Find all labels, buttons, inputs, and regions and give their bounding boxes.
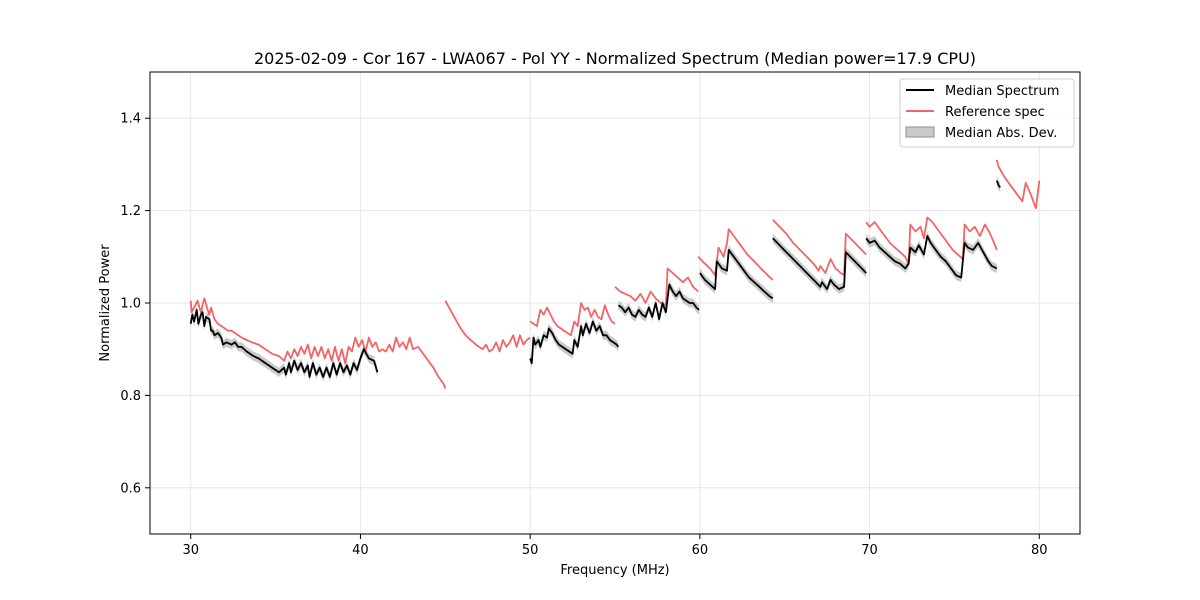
chart-title: 2025-02-09 - Cor 167 - LWA067 - Pol YY -…: [254, 49, 976, 68]
median-spectrum-line: [772, 237, 867, 290]
mad-band: [772, 233, 867, 294]
y-tick-label: 1.4: [120, 112, 141, 127]
legend-mad-label: Median Abs. Dev.: [945, 126, 1057, 141]
mad-band: [699, 245, 773, 303]
reference-spectrum-line: [529, 302, 616, 337]
mad-band: [618, 279, 699, 324]
median-spectrum-line: [617, 283, 700, 321]
legend-reference-label: Reference spec: [945, 105, 1045, 120]
reference-spectrum-line: [614, 267, 699, 307]
median-spectrum-line: [529, 320, 620, 364]
y-axis-label: Normalized Power: [98, 244, 113, 362]
y-tick-label: 1.2: [120, 204, 141, 219]
x-tick-label: 80: [1031, 543, 1048, 558]
x-tick-label: 60: [692, 543, 709, 558]
reference-spectrum-line: [189, 297, 447, 389]
x-axis-label: Frequency (MHz): [560, 563, 669, 578]
reference-spectrum-layer: [189, 159, 1041, 389]
x-tick-label: 40: [352, 543, 369, 558]
median-spectrum-line: [995, 180, 1001, 189]
y-tick-label: 1.0: [120, 297, 141, 312]
median-spectrum-line: [189, 309, 379, 378]
median-spectrum-line: [865, 235, 998, 279]
x-tick-label: 70: [861, 543, 878, 558]
legend-mad-swatch: [905, 126, 935, 138]
reference-spectrum-line: [772, 219, 867, 277]
x-tick-label: 50: [522, 543, 539, 558]
x-axis: 30 40 50 60 70 80: [182, 534, 1048, 558]
legend-median-label: Median Spectrum: [945, 84, 1059, 99]
y-tick-label: 0.6: [120, 481, 141, 496]
reference-spectrum-line: [995, 159, 1041, 210]
median-spectrum-line: [699, 249, 774, 300]
reference-spectrum-line: [697, 228, 774, 281]
y-axis: 0.6 0.8 1.0 1.2 1.4: [120, 112, 150, 496]
x-tick-label: 30: [182, 543, 199, 558]
reference-spectrum-line: [444, 300, 531, 353]
y-tick-label: 0.8: [120, 389, 141, 404]
reference-spectrum-line: [865, 216, 998, 265]
median-spectrum-layer: [189, 180, 1001, 378]
legend-box: [899, 78, 1075, 148]
legend: Median Spectrum Reference spec Median Ab…: [899, 78, 1075, 148]
